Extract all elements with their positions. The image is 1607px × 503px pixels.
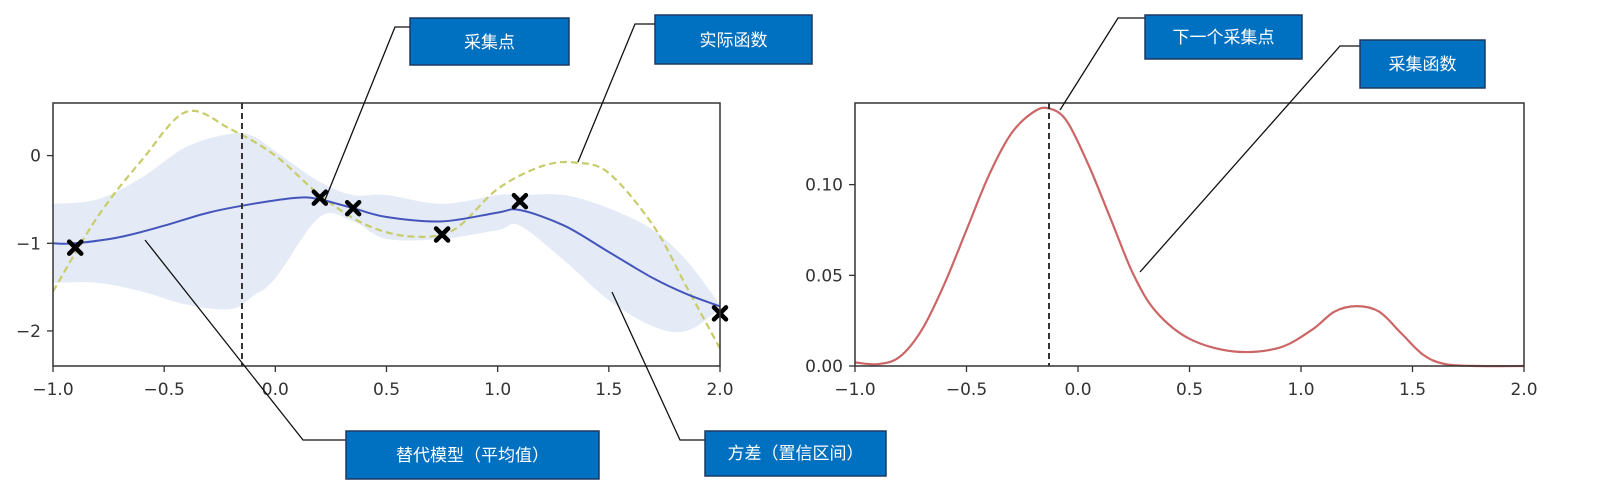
leader-true-function [577,23,655,163]
sample-point-marker [511,192,529,210]
left-y-axis: 0 −1 −2 [16,147,53,342]
y-tick-label: −1 [16,234,41,254]
callout-sample-points-label: 采集点 [464,33,515,53]
acquisition-chart: −1.0 −0.5 0.0 0.5 1.0 1.5 2.0 0.00 0.05 0.10 [805,102,1538,400]
x-tick-label: 2.0 [706,380,733,400]
callout-acquisition: 采集函数 [1359,39,1486,89]
x-tick-label: −0.5 [946,380,987,400]
sample-point-marker [311,189,329,206]
sample-point-marker [344,199,362,217]
sample-point-marker [433,226,451,243]
sample-points-layer [66,189,729,322]
callout-variance: 方差（置信区间） [704,430,887,477]
leader-acquisition [1139,45,1360,273]
right-plot-frame [854,102,1525,367]
x-tick-label: 1.5 [1399,380,1426,400]
callout-acquisition-label: 采集函数 [1389,55,1457,75]
x-tick-label: 0.0 [262,380,289,400]
x-tick-label: −0.5 [144,380,185,400]
x-tick-label: 1.0 [1287,380,1314,400]
x-tick-label: 1.0 [484,380,511,400]
leader-lines [144,17,1360,441]
callout-surrogate-mean: 替代模型（平均值） [345,430,600,480]
x-tick-label: −1.0 [32,380,73,400]
surrogate-chart: −1.0 −0.5 0.0 0.5 1.0 1.5 2.0 0 −1 −2 [16,102,734,400]
callout-sample-points: 采集点 [409,17,570,66]
y-tick-label: 0.10 [805,176,843,196]
callout-next-sample: 下一个采集点 [1144,14,1303,60]
leader-variance [611,291,705,441]
x-tick-label: 0.0 [1064,380,1091,400]
x-tick-label: 0.5 [373,380,400,400]
leader-sample-points [324,26,410,201]
right-x-axis: −1.0 −0.5 0.0 0.5 1.0 1.5 2.0 [834,366,1538,400]
x-tick-label: 2.0 [1510,380,1537,400]
callout-true-function: 实际函数 [654,14,813,65]
left-x-axis: −1.0 −0.5 0.0 0.5 1.0 1.5 2.0 [32,366,734,400]
callout-next-sample-label: 下一个采集点 [1173,28,1275,48]
acquisition-line [854,106,1525,368]
x-tick-label: 0.5 [1176,380,1203,400]
sample-point-marker [66,239,84,256]
x-tick-label: 1.5 [595,380,622,400]
true-function-layer [52,109,721,350]
callout-true-function-label: 实际函数 [700,31,768,51]
y-tick-label: 0.05 [805,266,843,286]
surrogate-mean-line [52,196,721,308]
true-function-line [52,109,721,350]
right-y-axis: 0.00 0.05 0.10 [805,176,855,377]
leader-surrogate-mean [144,239,346,441]
y-tick-label: −2 [16,322,41,342]
y-tick-label: 0 [30,147,41,167]
acquisition-line-layer [854,106,1525,368]
callout-surrogate-mean-label: 替代模型（平均值） [396,446,549,466]
callout-variance-label: 方差（置信区间） [728,444,864,464]
y-tick-label: 0.00 [805,357,843,377]
mean-line-layer [52,196,721,308]
x-tick-label: −1.0 [834,380,875,400]
leader-next-sample [1059,17,1145,111]
